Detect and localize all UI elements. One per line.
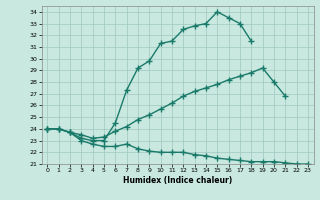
X-axis label: Humidex (Indice chaleur): Humidex (Indice chaleur) [123, 176, 232, 185]
